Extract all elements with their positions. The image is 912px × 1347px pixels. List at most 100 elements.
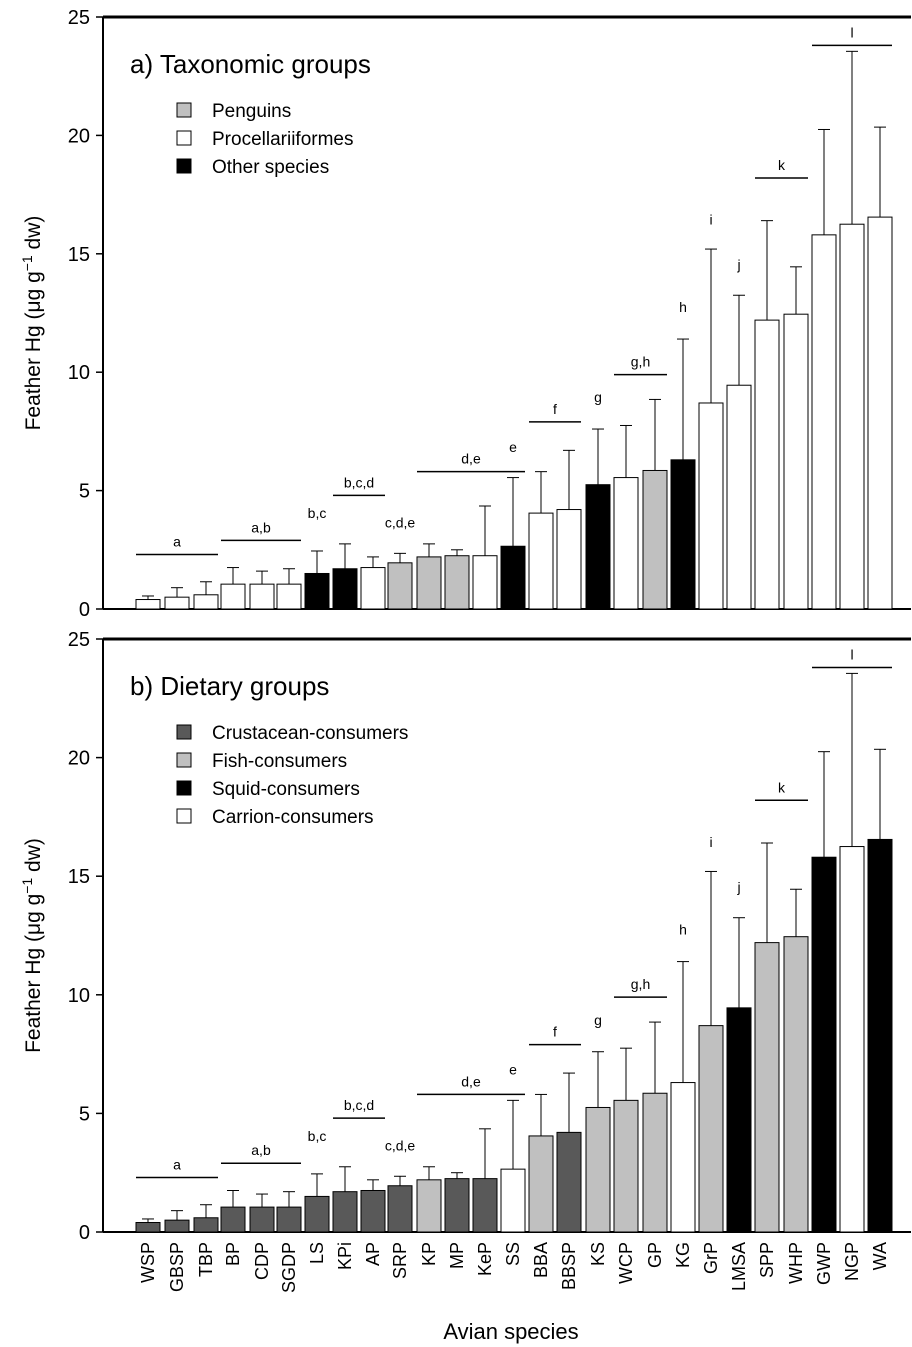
x-tick-label: SPP <box>757 1242 777 1278</box>
significance-label: j <box>736 879 740 895</box>
significance-label: l <box>850 646 853 662</box>
panel-title: a) Taxonomic groups <box>130 49 371 79</box>
bar <box>164 596 190 610</box>
bar <box>360 567 386 610</box>
legend-swatch <box>176 752 192 768</box>
bar <box>726 1007 752 1233</box>
legend-label: Penguins <box>212 101 291 122</box>
y-tick-label: 10 <box>68 362 90 384</box>
y-tick-label: 15 <box>68 866 90 888</box>
legend-label: Squid-consumers <box>212 779 360 800</box>
x-tick-label: GP <box>645 1242 665 1268</box>
bar <box>613 1099 639 1233</box>
significance-label: a <box>173 1156 181 1172</box>
x-tick-label: KS <box>588 1242 608 1266</box>
significance-label: a,b <box>251 519 271 535</box>
legend-swatch <box>176 130 192 146</box>
bar <box>783 313 809 610</box>
bar <box>500 1168 526 1233</box>
bar <box>585 484 611 610</box>
bar <box>500 545 526 610</box>
significance-label: d,e <box>461 1073 481 1089</box>
x-tick-label: KPi <box>335 1242 355 1270</box>
y-tick-label: 10 <box>68 985 90 1007</box>
legend-label: Other species <box>212 157 329 178</box>
x-tick-label: LMSA <box>729 1242 749 1291</box>
bar <box>444 1178 470 1233</box>
significance-label: a,b <box>251 1142 271 1158</box>
x-axis-label: Avian species <box>443 1319 578 1344</box>
significance-label: j <box>736 256 740 272</box>
x-tick-label: GrP <box>701 1242 721 1274</box>
y-tick-label: 15 <box>68 244 90 266</box>
bar <box>528 1135 554 1233</box>
significance-label: l <box>850 24 853 40</box>
bar <box>613 477 639 610</box>
x-tick-label: WSP <box>138 1242 158 1283</box>
significance-label: k <box>778 779 786 795</box>
y-tick-label: 25 <box>68 629 90 651</box>
bar <box>304 1195 330 1233</box>
bar <box>528 512 554 610</box>
bar <box>332 1191 358 1233</box>
x-tick-label: GWP <box>814 1242 834 1285</box>
bar <box>556 1131 582 1233</box>
bar <box>472 555 498 610</box>
x-tick-label: TBP <box>196 1242 216 1277</box>
bar <box>754 319 780 610</box>
legend-label: Crustacean-consumers <box>212 723 408 744</box>
bar <box>249 1206 275 1233</box>
x-tick-label: WA <box>870 1242 890 1270</box>
significance-label: g,h <box>631 976 650 992</box>
legend-label: Fish-consumers <box>212 751 347 772</box>
x-tick-label: MP <box>447 1242 467 1269</box>
x-tick-label: LS <box>307 1242 327 1264</box>
bar <box>135 599 161 610</box>
y-tick-label: 0 <box>79 1222 90 1244</box>
bar <box>839 846 865 1233</box>
x-tick-label: BBSP <box>559 1242 579 1290</box>
x-tick-label: SS <box>503 1242 523 1266</box>
legend-label: Carrion-consumers <box>212 807 374 828</box>
bar <box>193 594 219 610</box>
bar <box>360 1189 386 1233</box>
bar <box>304 572 330 610</box>
y-tick-label: 25 <box>68 7 90 29</box>
x-tick-label: WHP <box>786 1242 806 1284</box>
significance-label: f <box>553 1024 557 1040</box>
significance-label: d,e <box>461 451 481 467</box>
x-tick-label: SRP <box>390 1242 410 1279</box>
bar <box>249 583 275 610</box>
bar <box>726 384 752 610</box>
y-axis-label: Feather Hg (μg g−1 dw) <box>19 838 45 1053</box>
legend-swatch <box>176 158 192 174</box>
bar <box>585 1106 611 1233</box>
significance-label: h <box>679 922 687 938</box>
y-tick-label: 20 <box>68 748 90 770</box>
bar <box>332 568 358 610</box>
bar <box>220 583 246 610</box>
bar <box>698 402 724 610</box>
bar <box>387 1185 413 1233</box>
bar <box>867 838 893 1233</box>
bar <box>164 1219 190 1233</box>
bar <box>642 1092 668 1233</box>
legend-label: Procellariiformes <box>212 129 353 150</box>
significance-label: a <box>173 534 181 550</box>
x-tick-label: KP <box>419 1242 439 1266</box>
bar <box>135 1222 161 1233</box>
panel-title: b) Dietary groups <box>130 671 329 701</box>
bar <box>754 942 780 1233</box>
bar <box>276 583 302 610</box>
bar <box>867 216 893 610</box>
x-tick-label: GBSP <box>167 1242 187 1292</box>
x-tick-label: KeP <box>475 1242 495 1276</box>
significance-label: e <box>509 439 517 455</box>
x-tick-label: BBA <box>531 1242 551 1278</box>
bar <box>811 856 837 1233</box>
x-tick-label: CDP <box>252 1242 272 1280</box>
bar <box>556 509 582 610</box>
panel-dietary: 0 5 10 15 20 25 Feather Hg (μg g−1 dw) b) Dieta… <box>19 629 911 1293</box>
legend-swatch <box>176 724 192 740</box>
